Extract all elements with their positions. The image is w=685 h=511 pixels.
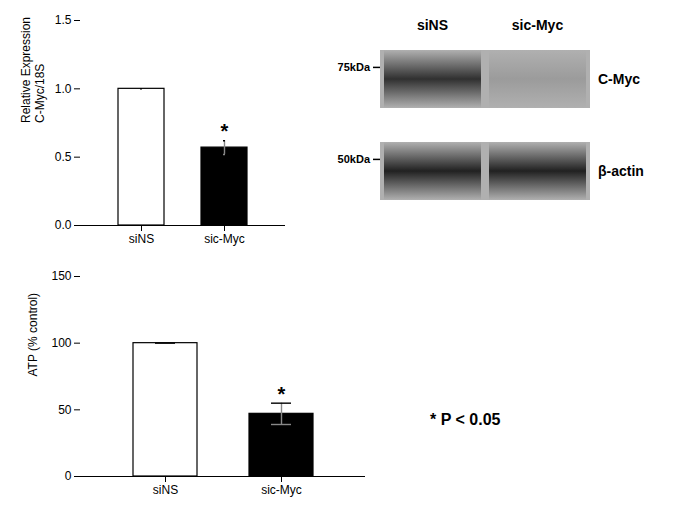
svg-text:75kDa: 75kDa [338, 61, 371, 73]
svg-text:sic-Myc: sic-Myc [261, 483, 302, 497]
html-text:* P < 0.05: * P < 0.05 [430, 411, 501, 428]
svg-text:1.0: 1.0 [55, 82, 72, 96]
svg-text:50: 50 [58, 403, 72, 417]
svg-text:*: * [221, 120, 229, 142]
svg-text:sic-Myc: sic-Myc [204, 232, 245, 246]
svg-text:siNS: siNS [153, 483, 178, 497]
svg-text:0.0: 0.0 [55, 218, 72, 232]
svg-text:Relative ExpressionC-Myc/18S: Relative ExpressionC-Myc/18S [19, 17, 47, 123]
svg-text:50kDa: 50kDa [338, 153, 371, 165]
svg-text:1.5: 1.5 [55, 13, 72, 27]
svg-text:C-Myc: C-Myc [598, 71, 640, 87]
svg-text:siNS: siNS [129, 232, 154, 246]
svg-text:0: 0 [65, 469, 72, 483]
svg-text:*: * [278, 383, 286, 405]
svg-text:100: 100 [51, 336, 71, 350]
svg-text:siNS: siNS [417, 17, 448, 33]
svg-text:ATP (% control): ATP (% control) [26, 293, 40, 377]
svg-text:0.5: 0.5 [55, 150, 72, 164]
svg-text:sic-Myc: sic-Myc [512, 17, 564, 33]
svg-text:150: 150 [51, 269, 71, 283]
svg-text:β-actin: β-actin [598, 163, 644, 179]
